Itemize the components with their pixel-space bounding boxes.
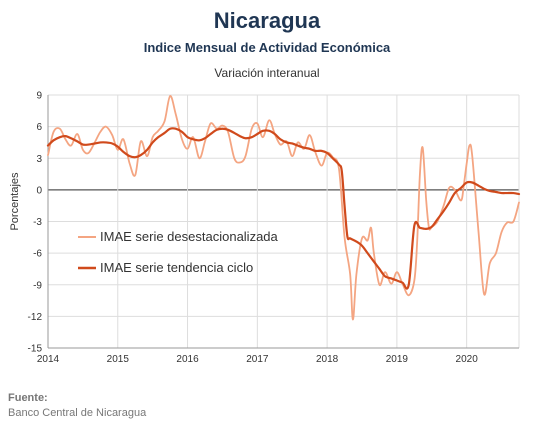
x-tick-label: 2015 bbox=[107, 354, 130, 365]
legend-label: IMAE serie tendencia ciclo bbox=[100, 260, 253, 275]
series-layer bbox=[46, 95, 521, 321]
y-tick-label: -6 bbox=[33, 249, 42, 260]
x-tick-label: 2017 bbox=[246, 354, 269, 365]
source-text: Banco Central de Nicaragua bbox=[8, 407, 147, 419]
series-line-desestacionalizada bbox=[47, 95, 520, 321]
y-tick-label: -9 bbox=[33, 280, 42, 291]
x-tick-label: 2020 bbox=[456, 354, 479, 365]
y-tick-label: 6 bbox=[36, 122, 42, 133]
x-tick-label: 2014 bbox=[37, 354, 60, 365]
y-axis-label: Porcentajes bbox=[9, 172, 21, 231]
y-tick-label: -15 bbox=[28, 344, 43, 355]
legend-label: IMAE serie desestacionalizada bbox=[100, 229, 279, 244]
chart-subtitle: Indice Mensual de Actividad Económica bbox=[143, 40, 391, 55]
series-line-tendencia bbox=[46, 127, 521, 290]
x-tick-label: 2016 bbox=[176, 354, 199, 365]
y-tick-label: -12 bbox=[28, 312, 43, 323]
y-tick-label: 0 bbox=[36, 185, 42, 196]
y-tick-label: -3 bbox=[33, 217, 42, 228]
chart-title: Nicaragua bbox=[213, 8, 321, 33]
x-tick-label: 2019 bbox=[386, 354, 409, 365]
chart-subsubtitle: Variación interanual bbox=[214, 66, 320, 80]
y-tick-label: 9 bbox=[36, 91, 42, 102]
x-tick-label: 2018 bbox=[316, 354, 339, 365]
source-label: Fuente: bbox=[8, 392, 48, 404]
y-tick-label: 3 bbox=[36, 154, 42, 165]
legend-layer: IMAE serie desestacionalizada IMAE serie … bbox=[78, 229, 279, 275]
grid-layer bbox=[47, 94, 520, 349]
